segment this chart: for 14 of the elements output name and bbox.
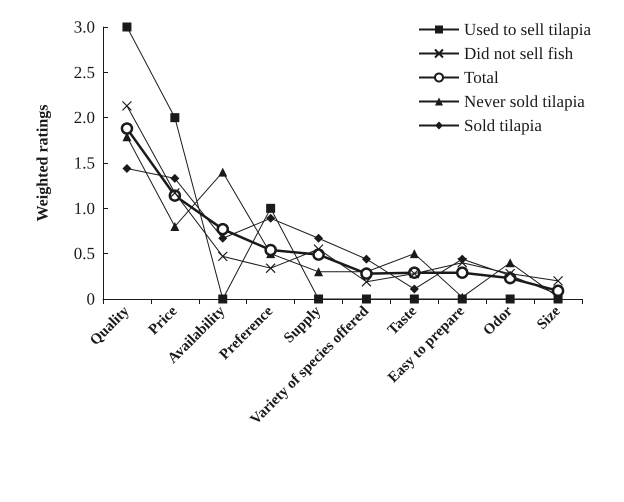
y-tick-label: 2.5 (74, 62, 95, 82)
y-tick-label: 0.5 (74, 244, 95, 264)
legend-label: Sold tilapia (464, 116, 542, 135)
legend-label: Used to sell tilapia (464, 20, 592, 39)
y-axis-title: Weighted ratings (34, 104, 52, 222)
legend-label: Total (464, 68, 499, 87)
legend-label: Never sold tilapia (464, 92, 586, 111)
y-tick-label: 3.0 (74, 18, 95, 36)
x-tick-label: Size (534, 303, 564, 333)
legend-label: Did not sell fish (464, 44, 574, 63)
y-tick-label: 0 (86, 290, 95, 308)
y-tick-label: 2.0 (74, 108, 95, 128)
y-tick-label: 1.5 (74, 154, 95, 172)
y-tick-label: 1.0 (74, 198, 95, 218)
